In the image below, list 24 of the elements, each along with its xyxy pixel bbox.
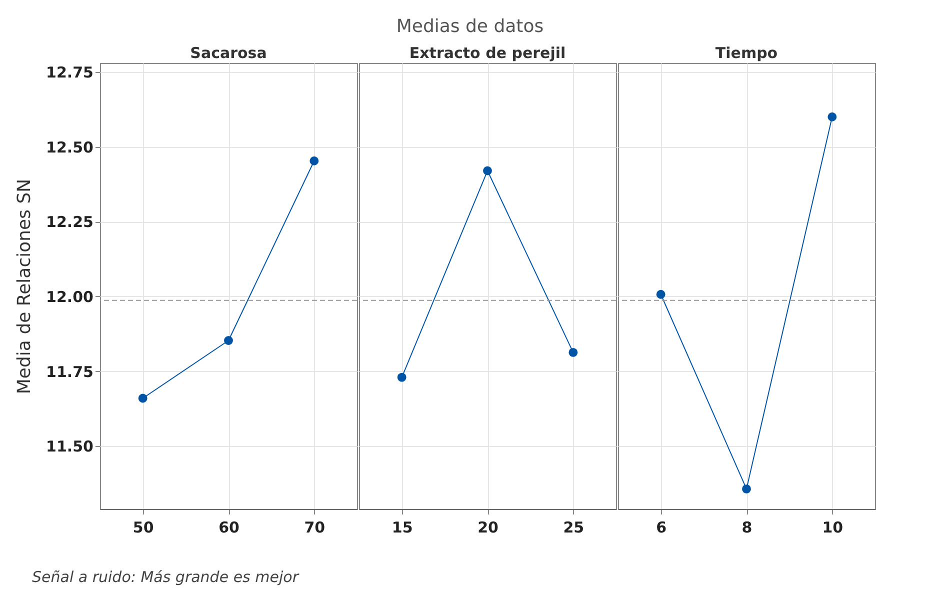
point bbox=[138, 394, 148, 403]
x-tick-label: 15 bbox=[392, 518, 413, 536]
chart-title: Extracto de perejil bbox=[409, 44, 566, 62]
x-tick-label: 50 bbox=[132, 518, 154, 536]
y-tick-label: 11.50 bbox=[46, 438, 94, 456]
y-tick-label: 12.25 bbox=[46, 213, 94, 232]
x-tick-label: 20 bbox=[478, 518, 498, 536]
text: Señal a ruido: Más grande es mejor bbox=[32, 568, 298, 586]
chart-title: Tiempo bbox=[715, 44, 778, 62]
x-tick-label: 6 bbox=[656, 518, 667, 536]
y-tick-label: 11.75 bbox=[46, 362, 94, 381]
x-tick-label: 70 bbox=[304, 518, 326, 536]
y-tick-label: 12.00 bbox=[46, 288, 94, 306]
y-tick-label: 12.50 bbox=[46, 138, 94, 156]
x-tick-label: 10 bbox=[822, 518, 844, 536]
text: Medias de datos bbox=[395, 16, 545, 37]
point bbox=[310, 156, 319, 166]
x-tick-label: 8 bbox=[742, 518, 752, 536]
x-tick-label: 25 bbox=[563, 518, 584, 536]
x-tick-label: 60 bbox=[218, 518, 240, 536]
y-axis-title: Media de Relaciones SN bbox=[14, 178, 36, 394]
y-tick-label: 12.75 bbox=[46, 63, 94, 82]
point bbox=[224, 336, 233, 345]
chart-title: Sacarosa bbox=[190, 44, 267, 62]
